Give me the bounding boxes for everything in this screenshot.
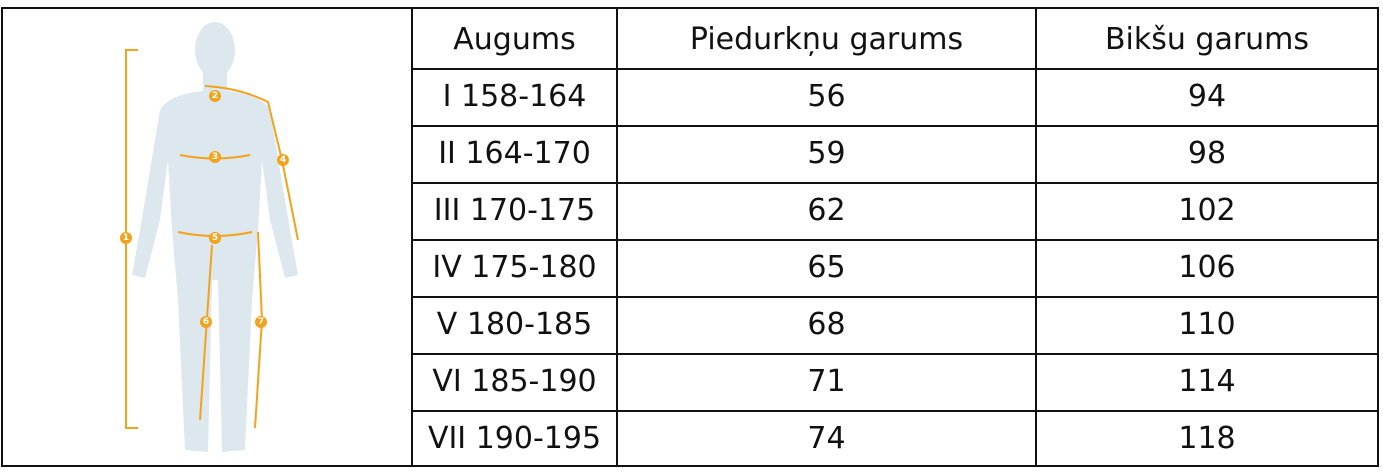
cell: 102	[1178, 193, 1235, 228]
cell: 62	[807, 193, 845, 228]
size-table: 1234567 AugumsPiedurkņu garumsBikšu garu…	[0, 0, 1383, 474]
cell: Piedurkņu garums	[690, 22, 963, 57]
cell: 114	[1178, 364, 1235, 399]
marker-label: 3	[212, 152, 218, 162]
cell: 118	[1178, 421, 1235, 456]
cell: 59	[807, 136, 845, 171]
marker-label: 1	[123, 233, 129, 243]
cell: 98	[1188, 136, 1226, 171]
cell: 71	[807, 364, 845, 399]
row-label: IV 175-180	[432, 250, 596, 285]
marker-label: 7	[258, 317, 264, 327]
marker-label: 4	[280, 155, 286, 165]
row-label: VI 185-190	[432, 364, 596, 399]
marker-label: 5	[212, 233, 218, 243]
row-label: V 180-185	[437, 307, 592, 342]
cell: 56	[807, 79, 845, 114]
body-figure: 1 2 3 4 5 6 7	[120, 22, 298, 452]
row-label: Augums	[453, 22, 575, 57]
row-label: II 164-170	[438, 136, 591, 171]
cell: 74	[807, 421, 845, 456]
cell: 106	[1178, 250, 1235, 285]
page: 1234567 AugumsPiedurkņu garumsBikšu garu…	[0, 0, 1383, 474]
row-label: III 170-175	[434, 193, 595, 228]
cell: Bikšu garums	[1105, 22, 1309, 57]
marker-label: 2	[212, 91, 218, 101]
row-label: I 158-164	[443, 79, 587, 114]
cell: 110	[1178, 307, 1235, 342]
marker-label: 6	[203, 317, 209, 327]
cell: 68	[807, 307, 845, 342]
cell: 65	[807, 250, 845, 285]
row-label: VII 190-195	[428, 421, 601, 456]
cell: 94	[1188, 79, 1226, 114]
